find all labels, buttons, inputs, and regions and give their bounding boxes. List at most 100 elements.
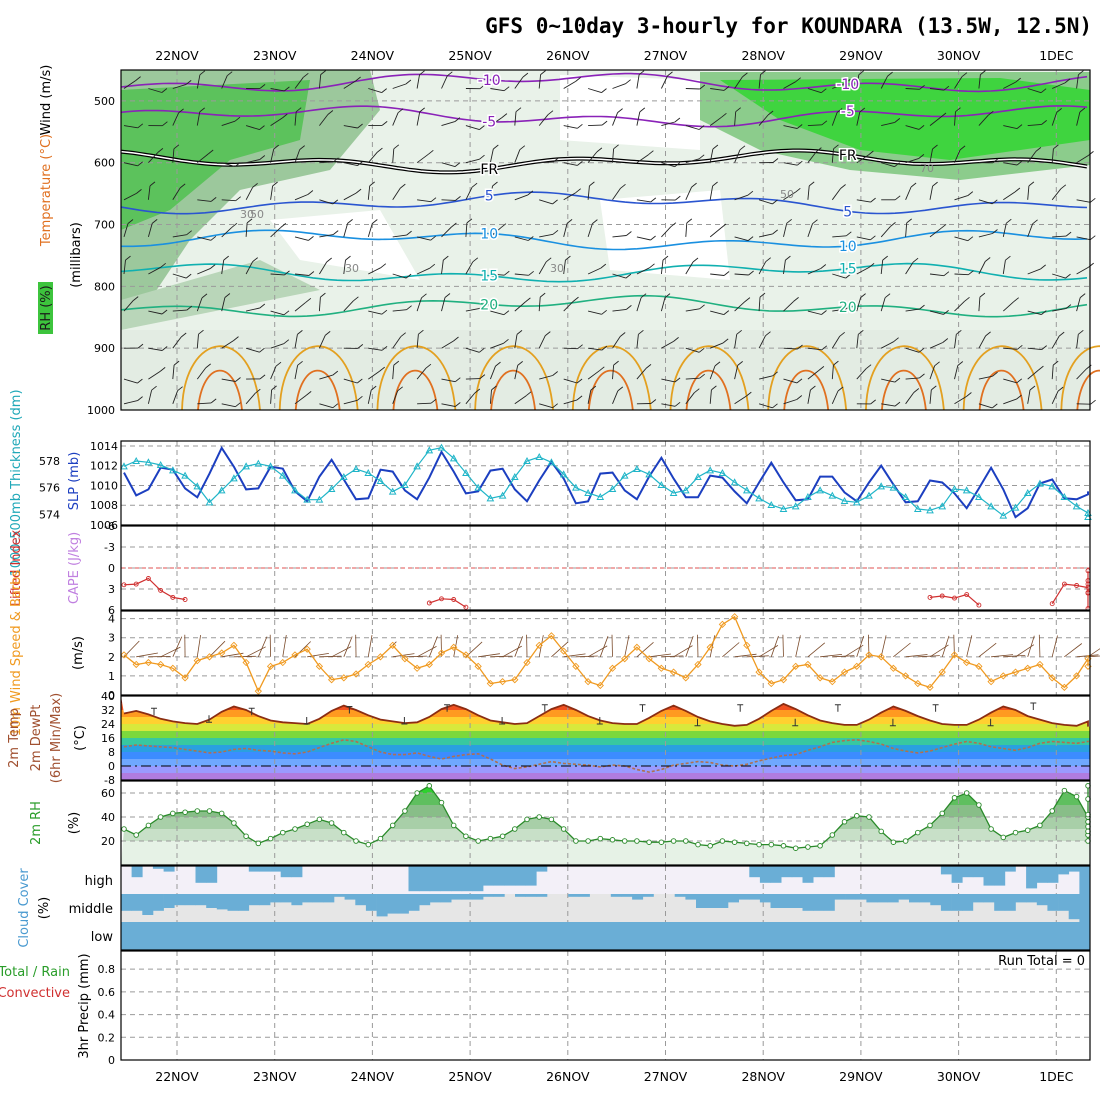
min-temp-marker xyxy=(889,718,896,727)
y-tick-label-right: 1006 xyxy=(90,519,118,532)
wind-barb xyxy=(661,341,674,349)
wind-barb xyxy=(587,310,602,315)
cloud-bar-low xyxy=(627,922,639,950)
rh-marker xyxy=(597,835,604,842)
date-label-bottom: 22NOV xyxy=(155,1069,199,1084)
wind-barb-flag xyxy=(233,336,239,341)
y-axis-label-right: CAPE (J/kg) xyxy=(67,532,82,604)
rh-marker xyxy=(463,833,469,839)
wind-barb-flag xyxy=(501,113,508,118)
wind-barb-flag xyxy=(430,235,436,241)
wind-barb xyxy=(514,76,524,89)
cloud-bar-middle xyxy=(291,894,303,906)
wind-barb xyxy=(441,260,444,275)
cloud-bar-high xyxy=(940,866,952,875)
wind-barb xyxy=(1003,378,1017,384)
wind-barb xyxy=(905,261,914,275)
wind-barb xyxy=(196,111,201,126)
wind-barb xyxy=(905,308,920,312)
cloud-bar-low xyxy=(293,922,305,950)
wind-barb xyxy=(416,267,430,275)
isotherm-label: -10 xyxy=(836,77,859,93)
wind-barb-flag xyxy=(723,271,730,276)
thickness-marker xyxy=(694,472,702,480)
wind-barb-flag xyxy=(845,78,851,84)
wind-barb-flag xyxy=(528,270,534,276)
wind-barb xyxy=(953,634,955,657)
cloud-bar-middle xyxy=(493,894,505,897)
wind-barb xyxy=(954,273,969,276)
wind-speed-marker xyxy=(938,668,946,676)
cloud-bar-middle xyxy=(962,894,974,911)
wind-barb xyxy=(807,642,826,658)
wind-barb xyxy=(514,301,526,312)
cloud-bar-low xyxy=(174,922,186,950)
wind-speed-marker xyxy=(718,620,727,629)
thickness-marker xyxy=(681,486,690,494)
thickness-marker xyxy=(523,456,531,464)
wind-barb-flag xyxy=(400,183,406,189)
wind-barb-flag xyxy=(639,107,646,113)
thickness-marker xyxy=(169,466,177,474)
date-label-bottom: 28NOV xyxy=(741,1069,785,1084)
thickness-marker xyxy=(1011,503,1020,511)
wind-barb-flag xyxy=(547,110,554,116)
rh-marker xyxy=(854,813,860,819)
wind-speed-marker xyxy=(120,651,128,659)
rh-shading-area xyxy=(270,210,420,280)
wind-barb-flag xyxy=(686,218,693,224)
wind-barb-flag xyxy=(984,257,991,262)
wind-barb xyxy=(734,653,757,658)
wind-barb xyxy=(538,114,549,126)
wind-barb xyxy=(294,273,309,276)
cloud-bar-low xyxy=(734,922,746,950)
wind-barb xyxy=(880,297,886,312)
wind-barb xyxy=(685,88,700,90)
wind-barb-flag xyxy=(381,88,387,93)
wind-barb xyxy=(123,80,136,89)
wind-barb xyxy=(978,233,993,238)
wind-barb xyxy=(978,642,997,658)
wind-barb-flag xyxy=(1041,310,1047,315)
cloud-bar-low xyxy=(487,922,499,950)
cloud-bar-middle xyxy=(152,894,164,911)
wind-barb xyxy=(441,297,446,312)
wind-speed-marker xyxy=(621,655,629,663)
y-tick-label: 0 xyxy=(108,1054,115,1067)
wind-barb xyxy=(734,273,749,276)
rh-shading-area xyxy=(121,330,1090,410)
wind-barb xyxy=(661,655,684,658)
cloud-bar-low xyxy=(551,922,563,950)
cloud-bar-middle xyxy=(685,894,697,900)
wind-barb xyxy=(392,273,407,279)
wind-barb xyxy=(538,261,547,275)
temperature-contour xyxy=(685,369,732,411)
wind-barb-flag xyxy=(207,149,214,155)
wind-barb xyxy=(734,365,739,380)
wind-barb xyxy=(685,158,700,164)
wind-barb xyxy=(734,334,738,349)
wind-barb xyxy=(1051,635,1058,657)
max-temp-marker xyxy=(151,707,157,716)
wind-barb-flag xyxy=(858,329,864,335)
wind-barb xyxy=(392,112,399,126)
lifted-index-line xyxy=(1051,570,1089,609)
wind-barb-flag xyxy=(691,182,697,188)
wind-barb xyxy=(172,112,180,126)
thickness-marker xyxy=(437,443,446,451)
wind-barb xyxy=(599,636,609,657)
wind-barb xyxy=(147,185,151,200)
wind-barb xyxy=(294,149,301,163)
y-tick-label: 0 xyxy=(108,689,115,702)
wind-barb-flag xyxy=(906,218,912,224)
wind-barb xyxy=(319,403,334,409)
wind-barb-flag xyxy=(1057,386,1064,392)
wind-barb xyxy=(172,187,181,201)
wind-barb xyxy=(758,74,761,89)
wind-barb-flag xyxy=(772,403,778,409)
max-temp-marker xyxy=(834,704,841,712)
wind-barb-flag xyxy=(592,219,598,224)
cloud-bar-high xyxy=(813,866,825,878)
wind-barb-flag xyxy=(919,373,925,379)
y-tick-label: 0.2 xyxy=(98,1031,116,1044)
